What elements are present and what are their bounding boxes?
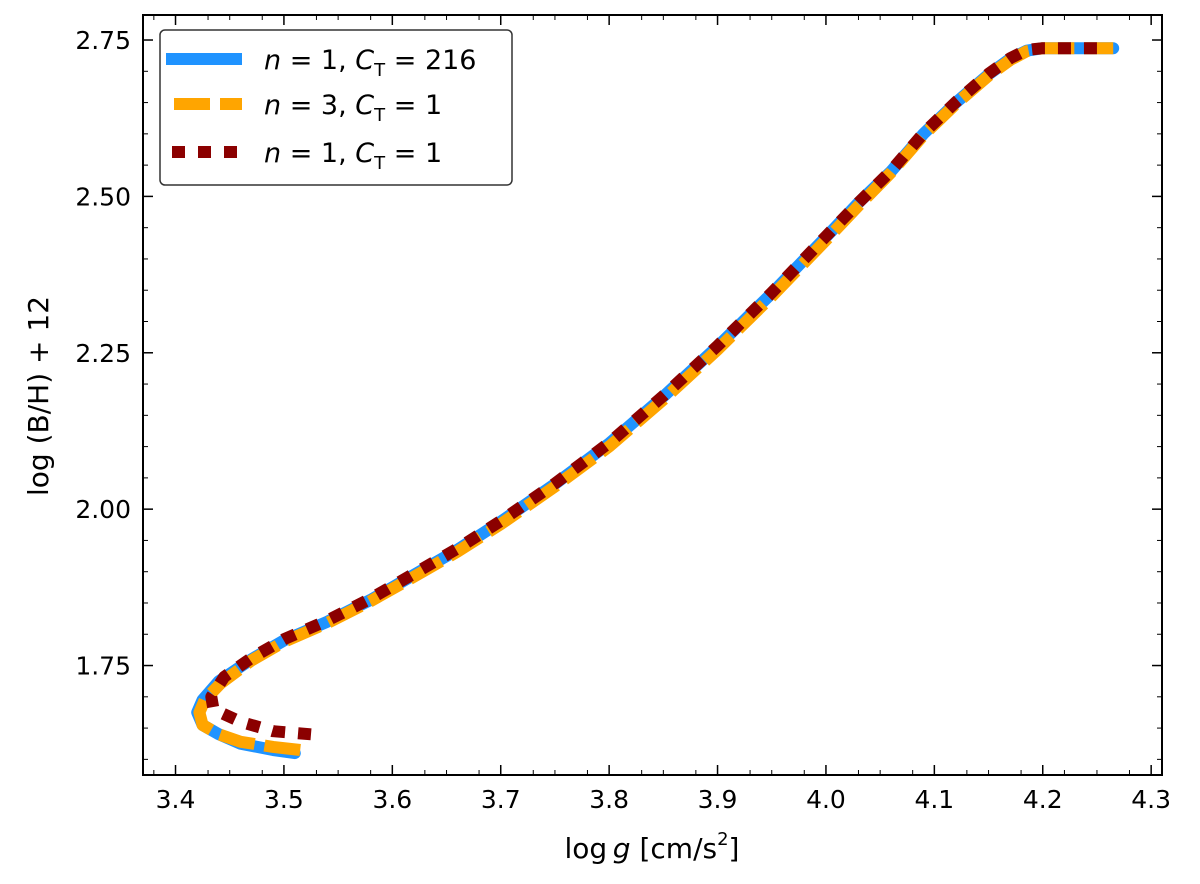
legend: n = 1, CT = 216 n = 3, CT = 1 n = 1, CT …: [159, 29, 513, 186]
x-tick-label: 4.2: [1023, 785, 1063, 814]
y-tick-label: 2.00: [75, 495, 131, 524]
x-tick-label: 3.8: [589, 785, 629, 814]
y-tick-label: 2.25: [75, 339, 131, 368]
legend-label-series-1: n = 1, CT = 216: [264, 45, 476, 81]
x-tick-label: 3.4: [156, 785, 196, 814]
legend-box: [159, 29, 513, 186]
x-tick-label: 4.3: [1131, 785, 1171, 814]
x-tick-label: 4.1: [914, 785, 954, 814]
x-axis-label: log g [cm/s2]: [565, 829, 740, 865]
x-tick-label: 3.6: [372, 785, 412, 814]
plot-frame: [142, 14, 1163, 776]
y-tick-label: 2.75: [75, 26, 131, 55]
legend-item-series-3: n = 1, CT = 1: [172, 138, 442, 174]
x-tick-label: 3.7: [481, 785, 521, 814]
series-line-3: [205, 42, 1103, 741]
legend-item-series-2: n = 3, CT = 1: [174, 90, 442, 126]
y-tick-label: 1.75: [75, 652, 131, 681]
legend-label-series-2: n = 3, CT = 1: [264, 90, 442, 126]
x-tick-label: 3.9: [698, 785, 738, 814]
y-tick-label: 2.50: [75, 182, 131, 211]
y-axis-label: log (B/H) + 12: [22, 296, 55, 496]
legend-item-series-1: n = 1, CT = 216: [166, 45, 476, 81]
series-layer: [191, 42, 1120, 760]
legend-label-series-3: n = 1, CT = 1: [264, 138, 442, 174]
x-tick-label: 3.5: [264, 785, 304, 814]
x-tick-label: 4.0: [806, 785, 846, 814]
